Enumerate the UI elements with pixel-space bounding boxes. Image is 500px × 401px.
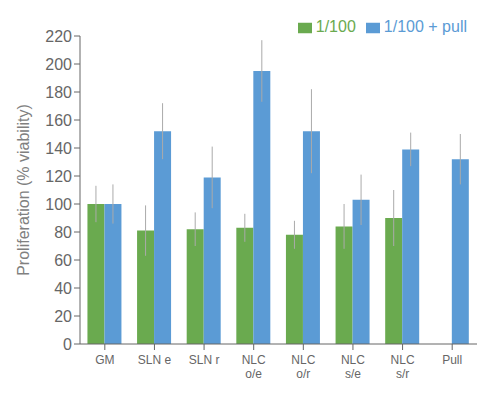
svg-text:180: 180 [45, 84, 72, 101]
svg-text:NLCs/r: NLCs/r [391, 353, 415, 381]
svg-text:100: 100 [45, 196, 72, 213]
svg-text:NLCo/e: NLCo/e [242, 353, 266, 381]
html-text:1/100: 1/100 [315, 18, 356, 35]
svg-text:20: 20 [54, 308, 72, 325]
svg-text:160: 160 [45, 112, 72, 129]
svg-text:SLN r: SLN r [189, 353, 220, 367]
svg-text:GM: GM [95, 353, 114, 367]
svg-text:0: 0 [63, 336, 72, 353]
svg-text:60: 60 [54, 252, 72, 269]
svg-text:Proliferation (% viability): Proliferation (% viability) [15, 104, 32, 276]
svg-text:SLN e: SLN e [138, 353, 172, 367]
svg-text:140: 140 [45, 140, 72, 157]
svg-text:NLCs/e: NLCs/e [341, 353, 365, 381]
svg-text:120: 120 [45, 168, 72, 185]
svg-text:80: 80 [54, 224, 72, 241]
svg-text:220: 220 [45, 28, 72, 45]
svg-text:NLCo/r: NLCo/r [291, 353, 315, 381]
svg-text:40: 40 [54, 280, 72, 297]
svg-text:Pull: Pull [442, 353, 462, 367]
svg-text:200: 200 [45, 56, 72, 73]
html-text:1/100 + pull: 1/100 + pull [383, 18, 467, 35]
